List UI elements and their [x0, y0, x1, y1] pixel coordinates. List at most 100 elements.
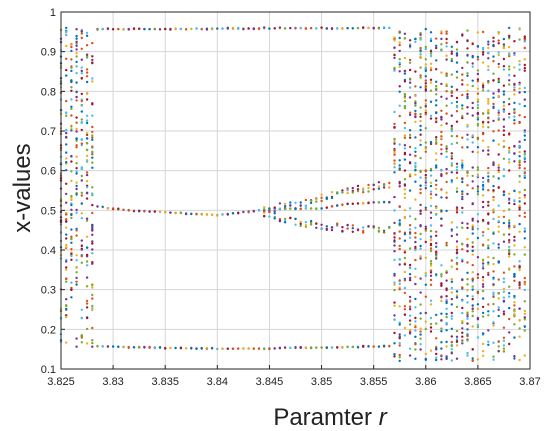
data-point: [455, 96, 459, 100]
data-point: [497, 260, 500, 263]
data-point: [403, 72, 407, 75]
data-point: [440, 135, 443, 138]
data-point: [356, 184, 360, 188]
data-point: [403, 326, 407, 330]
data-point: [403, 37, 407, 40]
data-point: [481, 139, 485, 142]
data-point: [440, 196, 443, 199]
data-point: [497, 215, 500, 219]
data-point: [523, 354, 526, 357]
data-point: [435, 183, 438, 187]
data-point: [435, 230, 438, 233]
data-point: [351, 224, 354, 227]
data-point: [414, 154, 417, 157]
data-point: [330, 27, 334, 31]
data-point: [75, 146, 78, 149]
data-point: [497, 114, 500, 117]
data-point: [435, 245, 438, 248]
data-point: [481, 84, 485, 87]
data-point: [435, 99, 438, 102]
data-point: [351, 27, 354, 30]
data-point: [513, 93, 516, 96]
data-point: [461, 331, 464, 334]
y-tick-label: 0.9: [41, 47, 56, 59]
data-point: [435, 348, 438, 351]
data-point: [435, 166, 438, 169]
data-point: [377, 181, 381, 184]
data-point: [91, 192, 94, 195]
data-point: [65, 99, 68, 103]
data-point: [455, 245, 459, 248]
data-point: [476, 187, 480, 191]
data-point: [518, 230, 521, 233]
y-tick-label: 0.8: [41, 86, 56, 98]
data-point: [91, 145, 94, 148]
data-point: [481, 267, 485, 270]
data-point: [518, 327, 521, 330]
data-point: [70, 254, 73, 257]
data-point: [455, 168, 459, 172]
data-point: [513, 108, 516, 111]
data-point: [445, 241, 448, 245]
data-point: [179, 27, 183, 31]
data-point: [414, 329, 417, 332]
data-point: [80, 69, 84, 73]
y-tick-label: 0.4: [41, 245, 56, 257]
data-point: [492, 242, 495, 245]
data-point: [435, 358, 438, 362]
data-point: [429, 278, 433, 282]
data-point: [174, 346, 177, 350]
data-point: [487, 51, 490, 54]
data-point: [351, 230, 354, 233]
data-point: [461, 162, 464, 165]
data-point: [403, 136, 407, 139]
data-point: [508, 317, 511, 321]
data-point: [65, 74, 68, 77]
data-point: [429, 238, 433, 242]
y-tick-label: 0.7: [41, 126, 56, 138]
data-point: [75, 155, 78, 158]
data-point: [502, 65, 506, 68]
data-point: [96, 28, 99, 31]
data-point: [320, 196, 323, 199]
data-point: [408, 111, 412, 114]
data-point: [153, 210, 156, 213]
data-point: [283, 27, 287, 30]
data-point: [502, 145, 506, 149]
data-point: [414, 85, 417, 88]
data-point: [523, 156, 526, 159]
data-point: [518, 91, 521, 94]
data-point: [169, 211, 172, 214]
data-point: [393, 274, 396, 277]
data-point: [419, 112, 422, 116]
data-point: [502, 280, 506, 284]
data-point: [450, 359, 453, 362]
data-point: [315, 200, 318, 203]
data-point: [70, 281, 73, 284]
data-point: [388, 226, 391, 229]
data-point: [190, 346, 193, 350]
data-point: [508, 97, 511, 101]
data-point: [403, 56, 407, 60]
data-point: [362, 187, 365, 190]
data-point: [435, 104, 438, 107]
data-point: [226, 26, 229, 29]
data-point: [80, 36, 84, 40]
data-point: [294, 201, 297, 204]
data-point: [523, 312, 526, 316]
data-point: [450, 286, 453, 290]
data-point: [169, 346, 172, 349]
data-point: [502, 133, 506, 137]
data-point: [445, 172, 448, 175]
data-point: [492, 355, 495, 358]
data-point: [122, 28, 125, 31]
x-axis-label: Paramter r: [273, 404, 387, 431]
data-point: [424, 176, 427, 179]
data-point: [75, 37, 78, 40]
data-point: [65, 128, 68, 132]
data-point: [513, 86, 516, 89]
data-point: [403, 184, 407, 187]
data-point: [346, 191, 349, 195]
data-point: [70, 66, 73, 70]
